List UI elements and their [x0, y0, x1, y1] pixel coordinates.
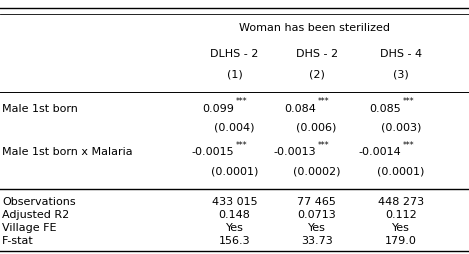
Text: (0.0001): (0.0001) [377, 166, 425, 177]
Text: Yes: Yes [392, 223, 410, 233]
Text: ***: *** [402, 97, 414, 106]
Text: Male 1st born x Malaria: Male 1st born x Malaria [2, 147, 133, 157]
Text: (0.003): (0.003) [381, 123, 421, 133]
Text: ***: *** [318, 141, 330, 150]
Text: 448 273: 448 273 [378, 197, 424, 207]
Text: Yes: Yes [308, 223, 325, 233]
Text: ***: *** [318, 97, 330, 106]
Text: Observations: Observations [2, 197, 76, 207]
Text: 179.0: 179.0 [385, 236, 417, 246]
Text: (0.0001): (0.0001) [211, 166, 258, 177]
Text: (0.0002): (0.0002) [293, 166, 340, 177]
Text: (1): (1) [227, 70, 242, 80]
Text: ***: *** [236, 141, 248, 150]
Text: -0.0013: -0.0013 [274, 147, 317, 157]
Text: 0.084: 0.084 [285, 104, 317, 114]
Text: Village FE: Village FE [2, 223, 57, 233]
Text: 33.73: 33.73 [301, 236, 333, 246]
Text: -0.0014: -0.0014 [358, 147, 401, 157]
Text: DHS - 4: DHS - 4 [380, 49, 422, 59]
Text: ***: *** [236, 97, 248, 106]
Text: 0.148: 0.148 [219, 210, 250, 220]
Text: 156.3: 156.3 [219, 236, 250, 246]
Text: DHS - 2: DHS - 2 [295, 49, 338, 59]
Text: (3): (3) [393, 70, 409, 80]
Text: -0.0015: -0.0015 [192, 147, 234, 157]
Text: 0.085: 0.085 [369, 104, 401, 114]
Text: F-stat: F-stat [2, 236, 34, 246]
Text: Yes: Yes [226, 223, 243, 233]
Text: ***: *** [402, 141, 414, 150]
Text: 0.099: 0.099 [203, 104, 234, 114]
Text: Woman has been sterilized: Woman has been sterilized [239, 23, 390, 33]
Text: 0.0713: 0.0713 [297, 210, 336, 220]
Text: 433 015: 433 015 [212, 197, 257, 207]
Text: (2): (2) [309, 70, 325, 80]
Text: 77 465: 77 465 [297, 197, 336, 207]
Text: Adjusted R2: Adjusted R2 [2, 210, 69, 220]
Text: 0.112: 0.112 [385, 210, 417, 220]
Text: (0.006): (0.006) [296, 123, 337, 133]
Text: DLHS - 2: DLHS - 2 [210, 49, 259, 59]
Text: Male 1st born: Male 1st born [2, 104, 78, 114]
Text: (0.004): (0.004) [214, 123, 255, 133]
